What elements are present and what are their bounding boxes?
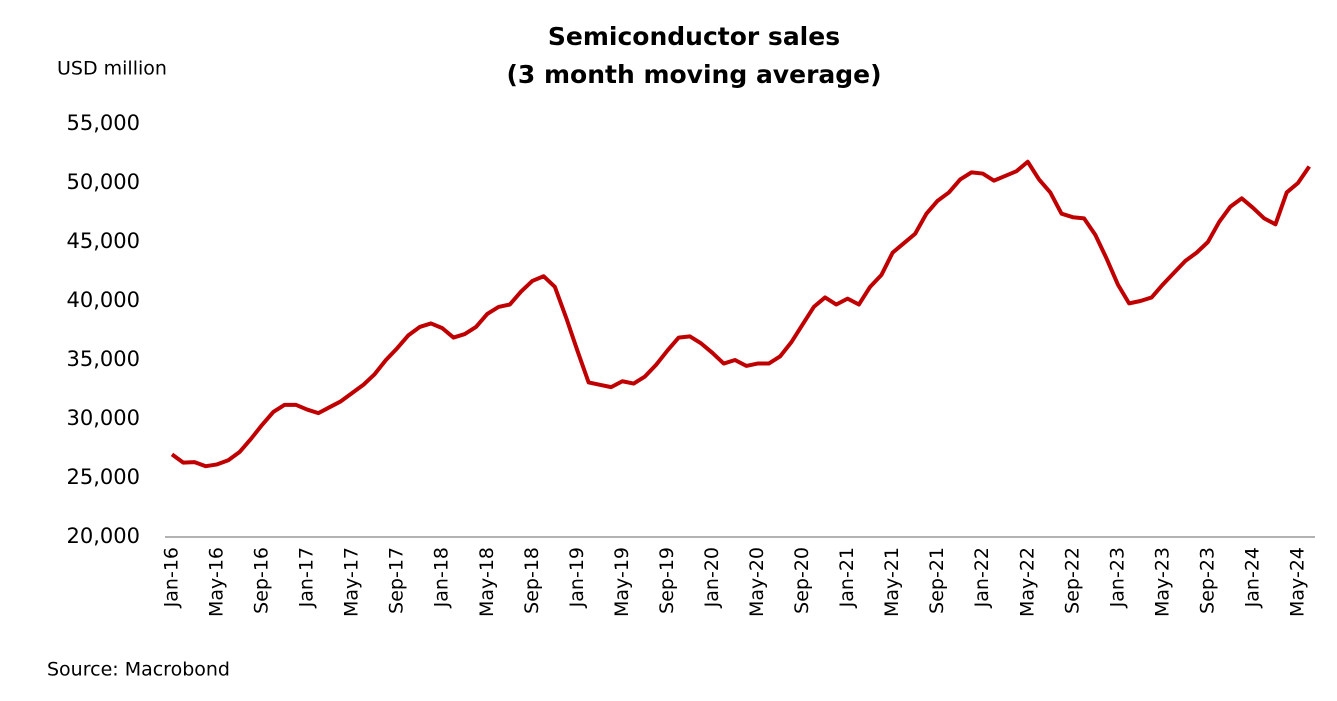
x-tick-label: May-20 xyxy=(746,547,768,617)
x-tick-label: Sep-20 xyxy=(791,547,813,614)
x-tick-label: Jan-23 xyxy=(1106,547,1128,608)
x-tick-label: May-17 xyxy=(341,547,363,617)
chart-subtitle: (3 month moving average) xyxy=(506,60,881,89)
y-tick-label: 50,000 xyxy=(67,170,140,194)
x-tick-label: Sep-23 xyxy=(1196,547,1218,614)
x-tick-label: Sep-16 xyxy=(251,547,273,614)
x-tick-label: Jan-16 xyxy=(161,547,183,608)
x-tick-label: May-18 xyxy=(476,547,498,617)
x-tick-label: May-21 xyxy=(881,547,903,617)
x-tick-label: Sep-21 xyxy=(926,547,948,614)
x-tick-label: Jan-19 xyxy=(566,547,588,608)
x-tick-label: May-19 xyxy=(611,547,633,617)
x-tick-label: Jan-22 xyxy=(971,547,993,608)
x-tick-label: Jan-18 xyxy=(431,547,453,608)
x-tick-label: Jan-17 xyxy=(296,547,318,608)
x-tick-label: Sep-17 xyxy=(386,547,408,614)
y-tick-label: 35,000 xyxy=(67,347,140,371)
x-tick-label: May-22 xyxy=(1016,547,1038,617)
data-line xyxy=(170,159,1311,469)
x-tick-label: Sep-18 xyxy=(521,547,543,614)
y-tick-label: 25,000 xyxy=(67,465,140,489)
x-tick-label: Jan-21 xyxy=(836,547,858,608)
y-tick-label: 20,000 xyxy=(67,524,140,548)
x-tick-label: Jan-24 xyxy=(1241,547,1263,608)
y-axis-label: USD million xyxy=(57,58,167,80)
y-tick-label: 45,000 xyxy=(67,229,140,253)
x-tick-label: May-16 xyxy=(206,547,228,617)
y-tick-label: 40,000 xyxy=(67,288,140,312)
x-tick-label: May-24 xyxy=(1287,547,1309,617)
y-tick-label: 30,000 xyxy=(67,406,140,430)
x-tick-label: Sep-22 xyxy=(1061,547,1083,614)
x-tick-label: Sep-19 xyxy=(656,547,678,614)
source-note: Source: Macrobond xyxy=(47,659,230,681)
x-tick-label: Jan-20 xyxy=(701,547,723,608)
x-tick-label: May-23 xyxy=(1151,547,1173,617)
chart-title: Semiconductor sales xyxy=(548,22,840,51)
y-tick-label: 55,000 xyxy=(67,111,140,135)
